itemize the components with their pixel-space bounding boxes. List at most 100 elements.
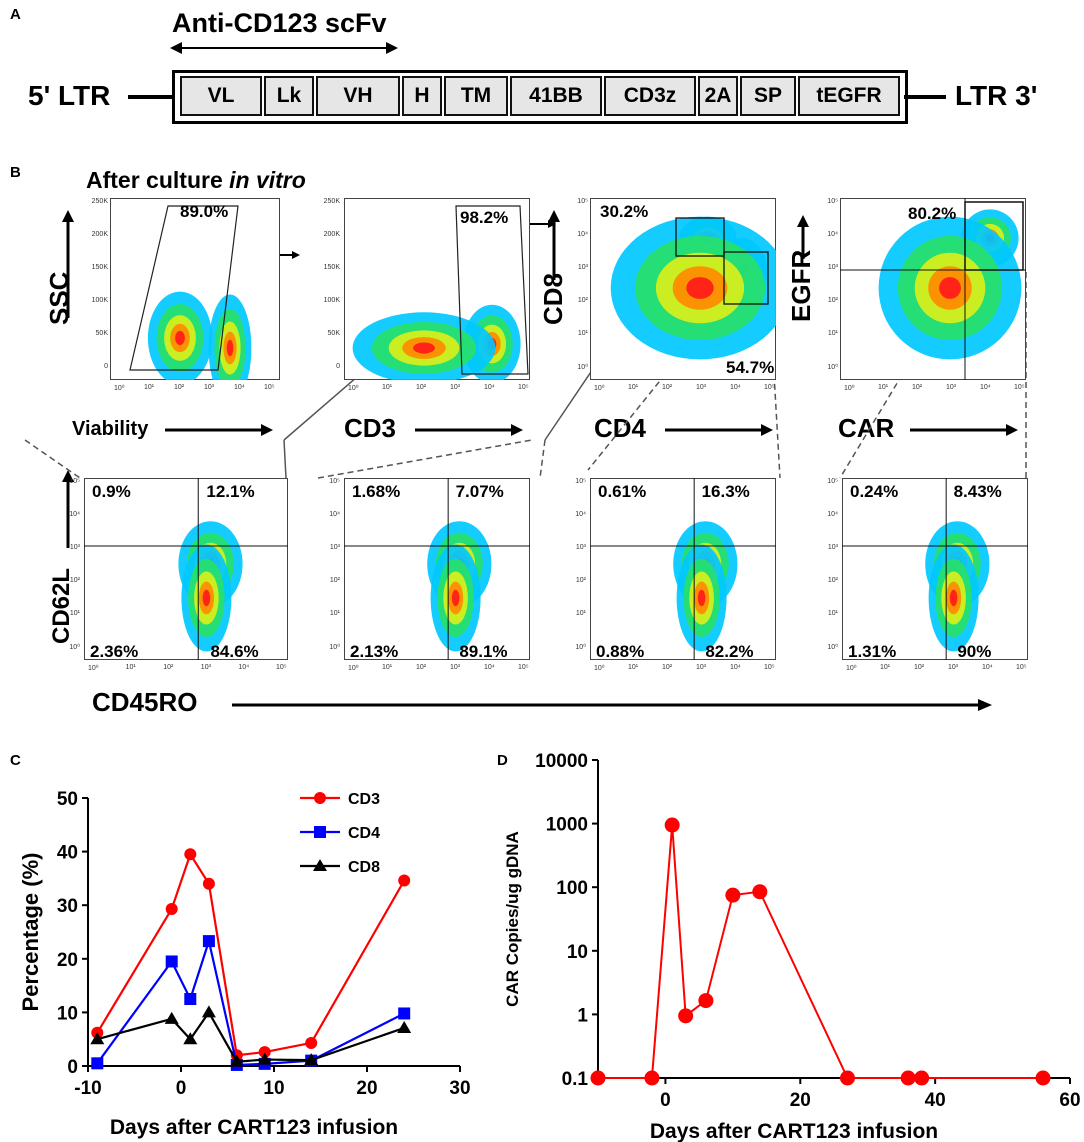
cd62l-tick: 10⁵ bbox=[827, 478, 838, 485]
quad-tr-3: 16.3% bbox=[701, 482, 750, 501]
segment-vh: VH bbox=[316, 76, 400, 116]
cd62l-tick: 10¹ bbox=[69, 610, 80, 617]
car-tick: 10⁰ bbox=[844, 385, 855, 392]
segment-cd3z: CD3z bbox=[604, 76, 696, 116]
facs-cd45ro-cd62l-1 bbox=[84, 478, 288, 660]
cd45ro-tick: 10⁴ bbox=[238, 664, 250, 671]
gate-cd8-label: 30.2% bbox=[600, 202, 649, 221]
cd45ro-tick: 10³ bbox=[696, 664, 707, 671]
c-point-CD8 bbox=[229, 1054, 244, 1067]
cd8-tick: 10⁵ bbox=[577, 198, 588, 205]
cd45ro-tick: 10⁴ bbox=[982, 664, 993, 671]
c-xlabel: Days after CART123 infusion bbox=[110, 1116, 398, 1139]
quad-tr-1: 12.1% bbox=[206, 482, 255, 501]
cd62l-tick: 10¹ bbox=[575, 610, 586, 617]
c-ylabel: Percentage (%) bbox=[18, 853, 43, 1012]
ssc-tick: 0 bbox=[336, 363, 340, 370]
d-point-CAR bbox=[664, 817, 680, 833]
cd62l-arrow bbox=[62, 470, 74, 548]
segment-lk: Lk bbox=[264, 76, 314, 116]
segment-2a: 2A bbox=[698, 76, 738, 116]
c-point-CD8 bbox=[201, 1005, 216, 1018]
c-point-CD8 bbox=[164, 1011, 179, 1024]
facs-car-egfr bbox=[840, 198, 1026, 380]
cd3-tick: 10¹ bbox=[382, 384, 393, 391]
panel-d-letter: D bbox=[497, 752, 508, 769]
cd45ro-arrow bbox=[232, 699, 992, 711]
cd4-tick: 10⁴ bbox=[730, 384, 741, 391]
segment-sp: SP bbox=[740, 76, 796, 116]
c-legend-marker bbox=[314, 792, 326, 804]
ssc-tick: 200K bbox=[91, 231, 108, 238]
cd45ro-tick: 10² bbox=[914, 664, 925, 671]
segment-tegfr: tEGFR bbox=[798, 76, 900, 116]
quad-br-3: 82.2% bbox=[705, 642, 754, 661]
cd45ro-tick: 10³ bbox=[450, 664, 461, 671]
car-xlabel: CAR bbox=[838, 413, 895, 443]
gate-cd3-label: 98.2% bbox=[460, 208, 509, 227]
cd62l-tick: 10⁰ bbox=[827, 644, 838, 651]
cd62l-tick: 10⁴ bbox=[575, 511, 586, 518]
ltr3-line bbox=[904, 95, 946, 99]
d-ytick-label: 10 bbox=[567, 942, 588, 963]
cd45ro-tick: 10⁰ bbox=[88, 665, 99, 672]
ssc-arrow bbox=[62, 210, 74, 318]
c-point-CD3 bbox=[305, 1036, 318, 1049]
quad-bl-2: 2.13% bbox=[350, 642, 399, 661]
cd4-tick: 10⁵ bbox=[764, 384, 775, 391]
cd3-xlabel: CD3 bbox=[344, 413, 397, 443]
cd62l-tick: 10⁵ bbox=[575, 478, 586, 485]
scfv-arrow bbox=[170, 42, 398, 54]
cd45ro-tick: 10⁴ bbox=[484, 664, 495, 671]
d-point-CAR bbox=[725, 887, 741, 903]
c-point-CD8 bbox=[397, 1020, 412, 1033]
c-legend-marker bbox=[314, 826, 326, 838]
quad-bl-4: 1.31% bbox=[848, 642, 897, 661]
d-xlabel: Days after CART123 infusion bbox=[650, 1120, 938, 1142]
cd45ro-tick: 10² bbox=[662, 664, 673, 671]
panel-b-title-italic: in vitro bbox=[229, 167, 306, 193]
cd8-tick: 10² bbox=[577, 297, 588, 304]
ssc-tick: 150K bbox=[323, 264, 340, 271]
segment-41bb: 41BB bbox=[510, 76, 602, 116]
viability-arrow bbox=[165, 424, 273, 436]
d-point-CAR bbox=[900, 1070, 916, 1086]
ltr5-line bbox=[128, 95, 173, 99]
panel-b-title-prefix: After culture bbox=[86, 167, 230, 193]
cd45ro-tick: 10³ bbox=[200, 664, 211, 671]
c-legend-label: CD3 bbox=[348, 791, 380, 808]
cd8-arrow bbox=[548, 210, 560, 280]
c-xtick-label: -10 bbox=[74, 1078, 101, 1099]
car-tick: 10⁴ bbox=[980, 384, 991, 391]
d-xtick-label: 60 bbox=[1059, 1090, 1080, 1111]
facs-cd4-cd8 bbox=[590, 198, 776, 380]
d-ytick-label: 1 bbox=[577, 1005, 588, 1026]
viability-xlabel: Viability bbox=[72, 418, 149, 440]
cd45ro-tick: 10¹ bbox=[628, 664, 639, 671]
d-point-CAR bbox=[914, 1070, 930, 1086]
facs-cd45ro-cd62l-4-events bbox=[925, 521, 990, 652]
c-ytick-label: 0 bbox=[67, 1057, 78, 1078]
quad-tr-2: 7.07% bbox=[455, 482, 504, 501]
quad-tl-1: 0.9% bbox=[92, 482, 131, 501]
d-ytick-label: 0.1 bbox=[562, 1069, 589, 1090]
viability-tick: 10³ bbox=[204, 384, 215, 391]
cd62l-tick: 10⁵ bbox=[69, 478, 80, 485]
c-point-CD3 bbox=[202, 877, 215, 890]
cd45ro-tick: 10¹ bbox=[382, 664, 393, 671]
cd62l-tick: 10⁴ bbox=[329, 511, 340, 518]
facs-cd45ro-cd62l-3-events bbox=[673, 521, 738, 652]
cd8-tick: 10⁰ bbox=[577, 364, 588, 371]
facs-viability-ssc bbox=[110, 198, 280, 380]
gate-viability-label: 89.0% bbox=[180, 202, 229, 221]
ssc-tick: 250K bbox=[91, 198, 108, 205]
egfr-arrow bbox=[797, 215, 809, 259]
cd45ro-tick: 10² bbox=[416, 664, 427, 671]
cd45ro-tick: 10⁵ bbox=[764, 664, 775, 671]
cd3-arrow bbox=[415, 424, 523, 436]
car-arrow bbox=[910, 424, 1018, 436]
cd8-tick: 10⁴ bbox=[577, 231, 588, 238]
cd4-tick: 10¹ bbox=[628, 384, 639, 391]
cd45ro-tick: 10⁵ bbox=[276, 664, 287, 671]
panel-b-letter: B bbox=[10, 164, 21, 181]
